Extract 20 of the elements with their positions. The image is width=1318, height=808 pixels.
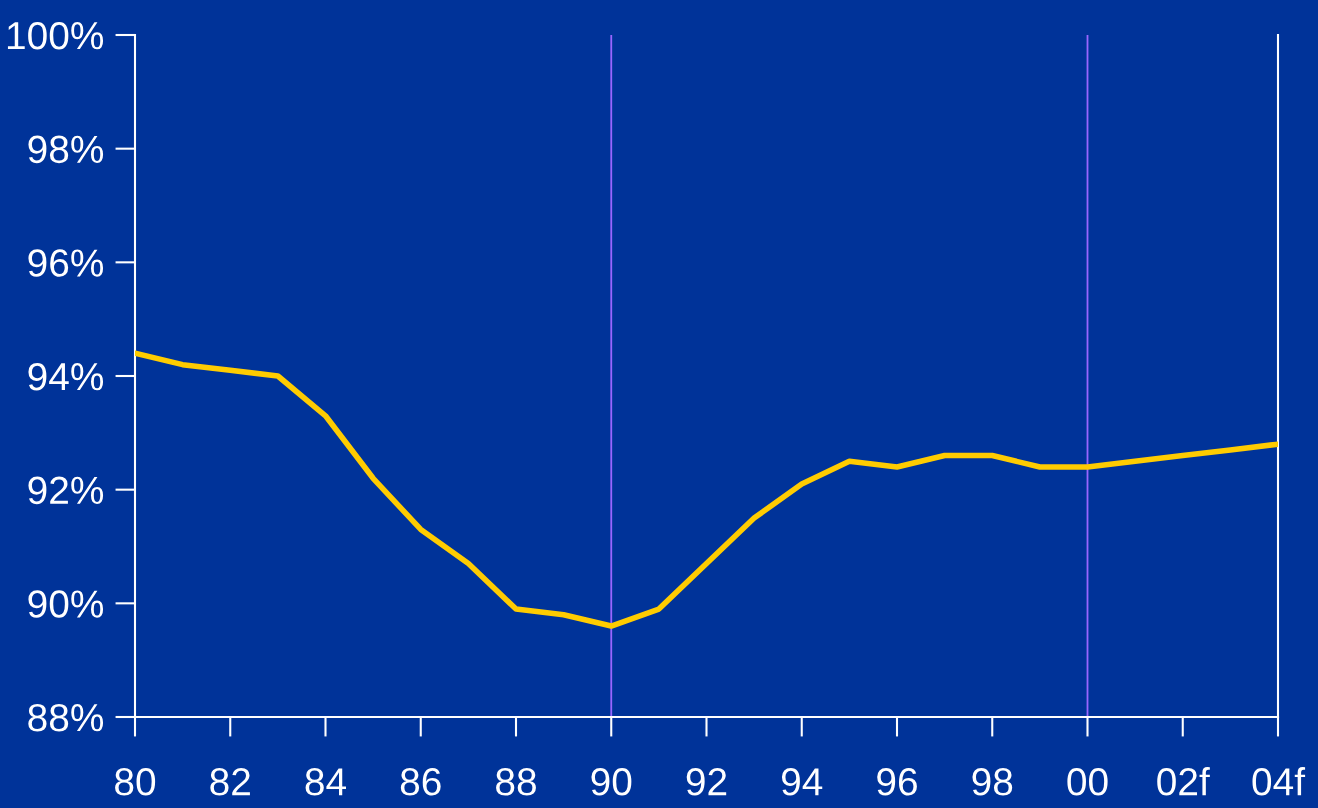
x-tick-label: 86: [400, 768, 441, 796]
x-tick-label: 94: [781, 768, 823, 796]
x-tick-label: 02f: [1157, 767, 1210, 796]
y-tick-label: 90%: [28, 590, 104, 618]
y-tick-label: 96%: [28, 249, 104, 277]
y-tick-label: 92%: [28, 476, 104, 505]
x-tick-label: 04f: [1252, 767, 1306, 796]
x-tick-label: 80: [115, 768, 156, 796]
y-tick-label: 88%: [28, 703, 104, 732]
x-tick-label: 82: [210, 768, 250, 796]
y-tick-label: 100%: [7, 21, 104, 50]
y-tick-label: 94%: [28, 362, 104, 391]
x-tick-label: 90: [591, 768, 632, 796]
x-tick-label: 98: [972, 768, 1013, 796]
x-tick-label: 84: [305, 768, 346, 796]
x-tick-label: 92: [686, 768, 727, 796]
x-tick-label: 88: [496, 768, 536, 796]
y-tick-label: 98%: [28, 135, 104, 164]
x-tick-label: 00: [1067, 768, 1108, 796]
x-tick-label: 96: [877, 768, 917, 796]
